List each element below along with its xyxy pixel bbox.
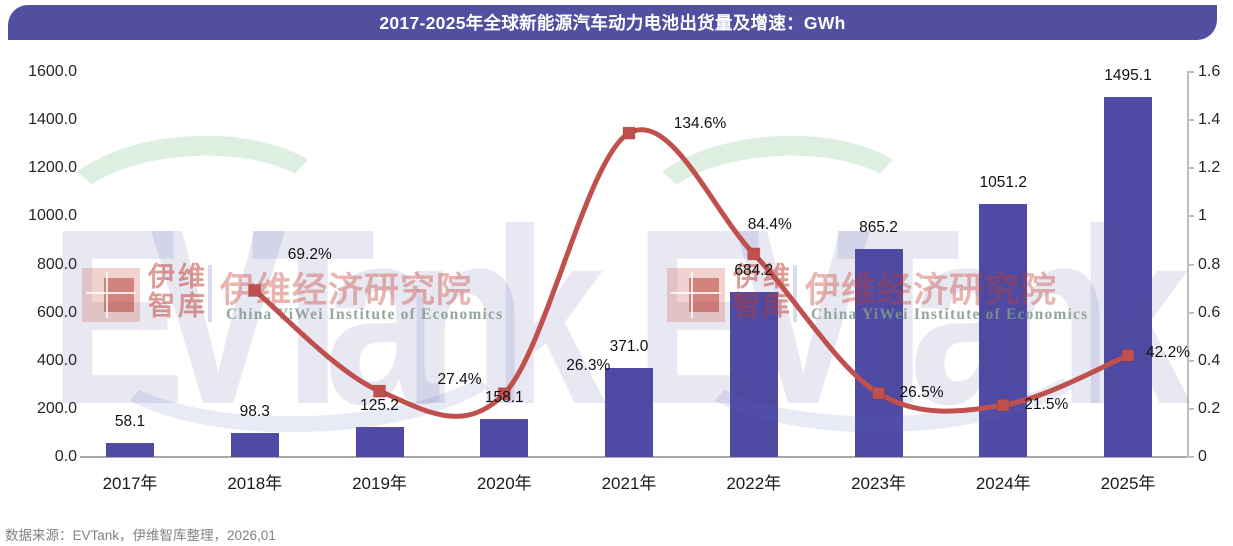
right-axis-tick — [1187, 119, 1194, 122]
x-axis-label: 2020年 — [476, 474, 532, 493]
bar — [106, 443, 154, 457]
y-axis-tick-label: 600.0 — [36, 303, 77, 321]
right-axis-tick-label: 0 — [1198, 448, 1207, 465]
growth-marker — [373, 384, 386, 398]
bar-value-label: 1495.1 — [1104, 67, 1152, 85]
watermark-logo-line — [106, 272, 108, 318]
right-axis-tick — [1187, 263, 1194, 266]
x-axis-label: 2023年 — [851, 474, 906, 493]
watermark-logo-icon — [82, 268, 140, 322]
bar-value-label: 684.2 — [734, 262, 774, 280]
bar-value-label: 865.2 — [859, 218, 898, 236]
bar — [979, 204, 1028, 457]
right-axis-tick-label: 0.6 — [1198, 303, 1221, 321]
bar-value-label: 58.1 — [114, 413, 146, 431]
right-axis-tick — [1187, 215, 1194, 218]
bar-value-label: 125.2 — [360, 396, 399, 414]
bar — [1104, 97, 1152, 457]
x-axis-label: 2025年 — [1100, 474, 1156, 493]
y-axis-tick-label: 1400.0 — [28, 111, 77, 129]
y-axis-tick-label: 800.0 — [36, 255, 77, 273]
x-axis-line — [80, 456, 1188, 458]
right-axis-tick — [1187, 167, 1194, 170]
growth-marker — [248, 283, 262, 297]
watermark-divider — [208, 265, 212, 322]
bar-value-label: 158.1 — [484, 388, 524, 406]
right-axis-tick-label: 0.8 — [1198, 255, 1221, 273]
bar — [729, 292, 778, 457]
growth-value-label: 21.5% — [1024, 396, 1069, 414]
growth-value-label: 134.6% — [673, 115, 727, 133]
y-axis-tick-label: 400.0 — [36, 351, 77, 369]
chart-title-bar: 2017-2025年全球新能源汽车动力电池出货量及增速：GWh — [8, 5, 1217, 40]
x-axis-label: 2018年 — [227, 474, 283, 493]
watermark-logo-icon — [667, 268, 725, 322]
bar-value-label: 371.0 — [609, 337, 649, 355]
growth-marker — [747, 247, 761, 261]
x-axis-label: 2022年 — [726, 474, 782, 493]
watermark-logo-inner — [104, 278, 134, 312]
y-axis-tick-label: 1000.0 — [28, 207, 77, 225]
watermark-divider — [793, 265, 797, 322]
x-axis-label: 2024年 — [975, 474, 1031, 493]
source-note: 数据来源：EVTank，伊维智库整理，2026,01 — [5, 528, 276, 543]
right-axis-tick — [1187, 359, 1194, 362]
bar — [854, 248, 903, 457]
bar — [230, 433, 279, 457]
growth-value-label: 42.2% — [1146, 344, 1190, 362]
right-axis-tick — [1187, 311, 1194, 314]
chart-title: 2017-2025年全球新能源汽车动力电池出货量及增速：GWh — [379, 13, 846, 33]
x-axis-label: 2021年 — [601, 474, 657, 493]
watermark-logo-line — [86, 292, 136, 294]
bar — [355, 426, 404, 457]
watermark-logo-line — [671, 292, 721, 294]
growth-value-label: 26.5% — [899, 384, 944, 402]
right-axis-tick — [1187, 456, 1194, 458]
right-axis-tick — [1187, 407, 1194, 410]
right-axis-tick-label: 1.2 — [1198, 159, 1221, 177]
growth-value-label: 84.4% — [747, 215, 792, 233]
bar-value-label: 98.3 — [239, 403, 270, 421]
right-axis-tick-label: 1.6 — [1198, 63, 1221, 80]
watermark-green-arc-icon — [46, 128, 344, 294]
right-axis-tick-label: 0.4 — [1198, 351, 1221, 369]
y-axis-tick-label: 1600.0 — [28, 63, 77, 80]
growth-value-label: 27.4% — [437, 371, 482, 389]
y-axis-tick-label: 1200.0 — [28, 159, 77, 177]
watermark-brand-cn-line2: 智库 — [148, 291, 208, 321]
bar — [605, 367, 653, 457]
watermark-logo-line — [691, 272, 693, 318]
watermark-blue-arc-icon — [87, 252, 528, 440]
growth-value-label: 26.3% — [566, 356, 611, 374]
y-axis-tick-label: 200.0 — [36, 399, 77, 417]
x-axis-label: 2017年 — [102, 474, 158, 493]
right-axis-tick-label: 1.4 — [1198, 111, 1221, 129]
watermark-group: EVTank 伊维 智库 伊维经济研究院 China YiWei Institu… — [46, 128, 605, 442]
growth-marker — [622, 126, 636, 140]
growth-value-label: 69.2% — [287, 246, 332, 264]
watermark-logo-inner — [689, 278, 719, 312]
watermark-institute-en: China YiWei Institute of Economics — [226, 306, 504, 323]
bar — [480, 418, 529, 457]
right-axis-tick-label: 0.2 — [1198, 399, 1221, 417]
right-axis-tick-label: 1 — [1198, 207, 1207, 225]
watermark-brand-cn: 伊维 智库 — [148, 263, 208, 321]
bar-value-label: 1051.2 — [979, 174, 1027, 192]
right-axis-tick — [1187, 71, 1194, 73]
watermark-brand-cn-line1: 伊维 — [148, 262, 208, 292]
x-axis-label: 2019年 — [352, 474, 407, 493]
watermark-institute-en: China YiWei Institute of Economics — [811, 306, 1089, 323]
watermark-institute-cn: 伊维经济研究院 — [220, 271, 473, 310]
y-axis-tick-label: 0.0 — [54, 448, 77, 465]
